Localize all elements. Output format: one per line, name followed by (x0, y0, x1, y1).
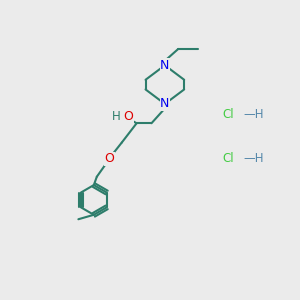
Text: H: H (112, 110, 121, 123)
Text: N: N (160, 98, 170, 110)
Text: N: N (160, 59, 170, 72)
Text: O: O (104, 152, 114, 165)
Text: Cl: Cl (223, 108, 234, 121)
Text: —H: —H (244, 108, 264, 121)
Text: O: O (123, 110, 133, 123)
Text: Cl: Cl (223, 152, 234, 165)
Text: —H: —H (244, 152, 264, 165)
